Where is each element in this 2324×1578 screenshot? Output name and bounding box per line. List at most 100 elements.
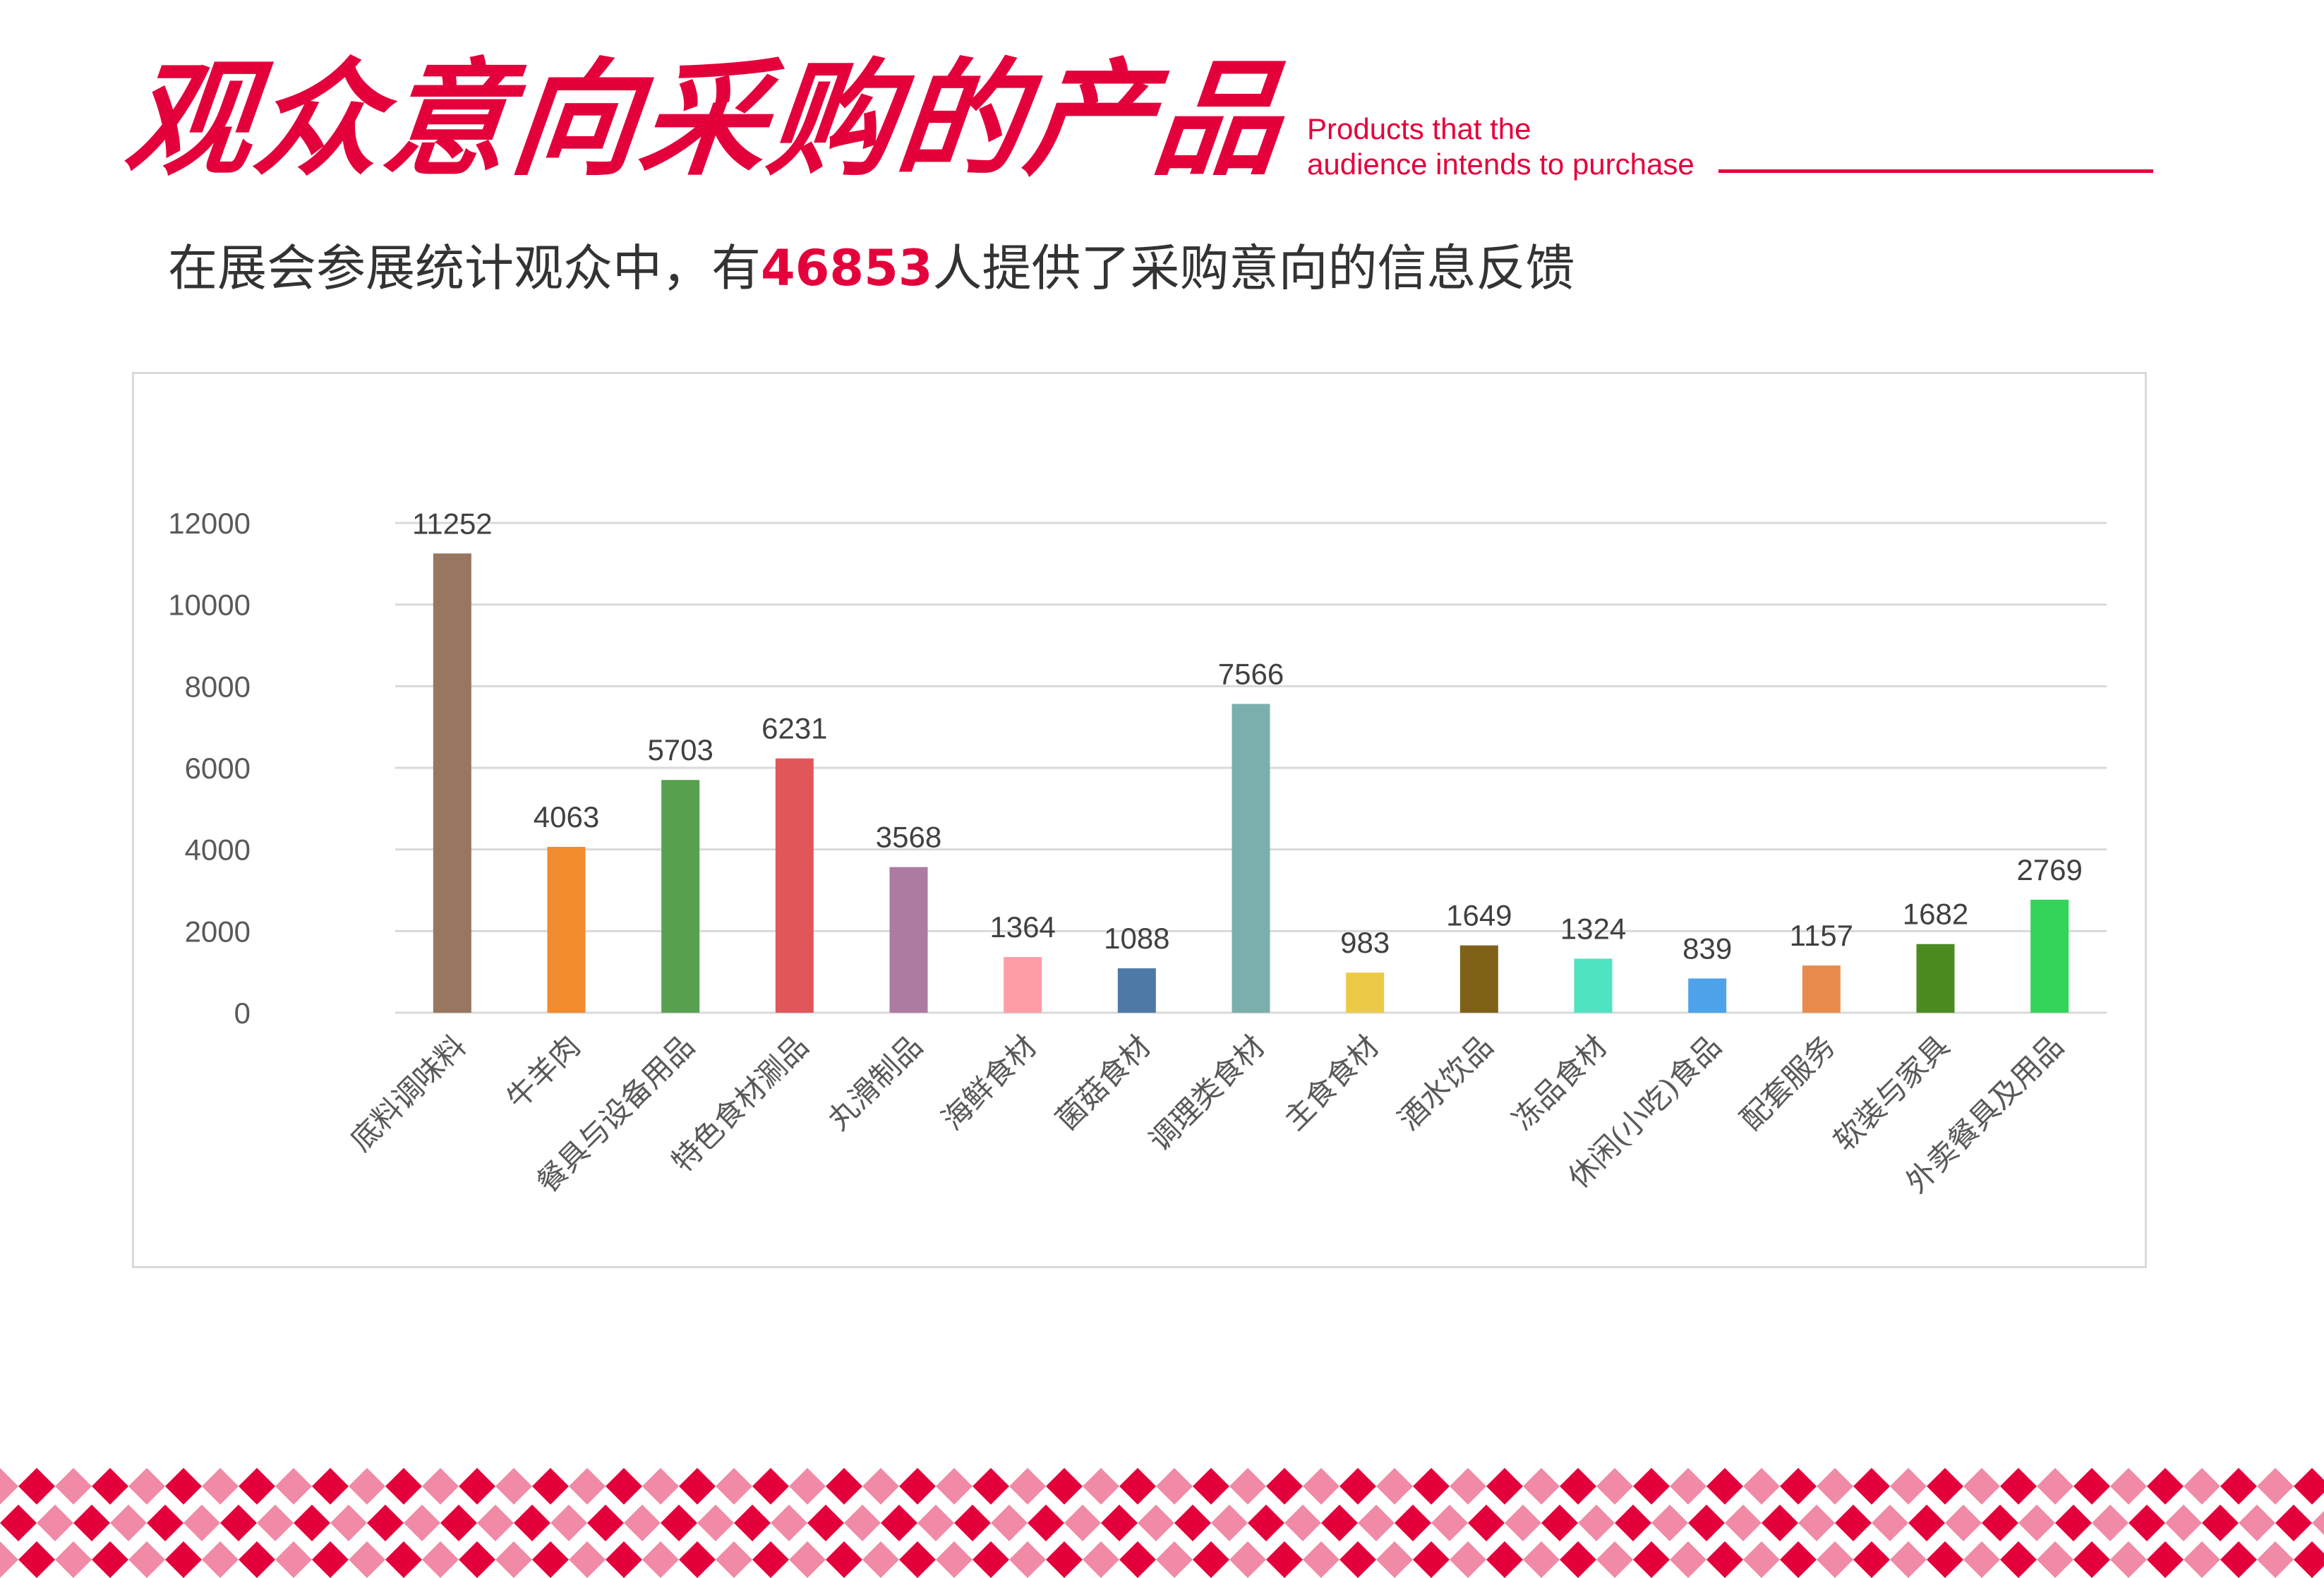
pattern-diamond xyxy=(532,1468,569,1505)
pattern-diamond xyxy=(624,1505,661,1541)
diamond-pattern-band xyxy=(0,1468,2324,1578)
data-label: 11252 xyxy=(412,507,493,540)
pattern-diamond xyxy=(1174,1505,1211,1541)
pattern-diamond xyxy=(202,1468,239,1505)
pattern-diamond xyxy=(385,1541,422,1578)
pattern-diamond xyxy=(1945,1505,1982,1541)
pattern-diamond xyxy=(1615,1505,1651,1541)
pattern-diamond xyxy=(294,1505,330,1541)
pattern-diamond xyxy=(1064,1505,1101,1541)
y-tick-label: 8000 xyxy=(185,670,251,703)
data-label: 6231 xyxy=(761,712,827,745)
pattern-diamond xyxy=(514,1505,550,1541)
pattern-diamond xyxy=(679,1541,716,1578)
data-label: 3568 xyxy=(876,821,941,854)
pattern-diamond xyxy=(679,1468,716,1505)
bar xyxy=(1802,965,1841,1013)
pattern-diamond xyxy=(550,1505,587,1541)
pattern-diamond xyxy=(2220,1468,2257,1505)
pattern-diamond xyxy=(606,1468,642,1505)
pattern-diamond xyxy=(128,1541,165,1578)
y-tick-label: 12000 xyxy=(168,507,251,540)
pattern-diamond xyxy=(1725,1505,1762,1541)
bar xyxy=(1916,944,1955,1013)
pattern-diamond xyxy=(1450,1541,1486,1578)
pattern-diamond xyxy=(973,1541,1009,1578)
pattern-diamond xyxy=(569,1468,606,1505)
pattern-diamond xyxy=(1138,1505,1174,1541)
pattern-diamond xyxy=(1450,1468,1486,1505)
pattern-diamond xyxy=(789,1468,826,1505)
pattern-diamond xyxy=(862,1541,899,1578)
x-category-label: 主食食材 xyxy=(1277,1028,1385,1136)
pattern-diamond xyxy=(1963,1541,2000,1578)
pattern-diamond xyxy=(917,1505,954,1541)
pattern-diamond xyxy=(1229,1541,1266,1578)
pattern-diamond xyxy=(440,1505,477,1541)
summary-count: 46853 xyxy=(761,239,933,297)
pattern-diamond xyxy=(1853,1468,1890,1505)
pattern-diamond xyxy=(899,1468,936,1505)
pattern-diamond xyxy=(495,1468,532,1505)
pattern-diamond xyxy=(18,1541,55,1578)
pattern-diamond xyxy=(734,1505,771,1541)
pattern-diamond xyxy=(2239,1505,2275,1541)
pattern-diamond xyxy=(2110,1468,2147,1505)
pattern-diamond xyxy=(1780,1468,1817,1505)
pattern-diamond xyxy=(569,1541,606,1578)
pattern-diamond xyxy=(1670,1468,1706,1505)
pattern-diamond xyxy=(532,1541,569,1578)
pattern-diamond xyxy=(2202,1505,2239,1541)
y-tick-label: 10000 xyxy=(168,589,251,622)
pattern-diamond xyxy=(1890,1468,1927,1505)
data-label: 5703 xyxy=(647,733,713,766)
pattern-diamond xyxy=(1046,1541,1083,1578)
bar xyxy=(1459,945,1498,1013)
data-label: 1324 xyxy=(1560,912,1626,945)
pattern-diamond xyxy=(2110,1541,2147,1578)
pattern-diamond xyxy=(1303,1541,1339,1578)
pattern-diamond xyxy=(1229,1468,1266,1505)
pattern-diamond xyxy=(1431,1505,1468,1541)
pattern-diamond xyxy=(752,1541,789,1578)
pattern-diamond xyxy=(495,1541,532,1578)
bar xyxy=(1688,978,1727,1013)
pattern-diamond xyxy=(862,1468,899,1505)
pattern-diamond xyxy=(1156,1468,1193,1505)
pattern-diamond xyxy=(220,1505,257,1541)
pattern-diamond xyxy=(1266,1468,1303,1505)
pattern-diamond xyxy=(55,1541,92,1578)
pattern-diamond xyxy=(312,1468,349,1505)
pattern-diamond xyxy=(2184,1541,2220,1578)
pattern-diamond xyxy=(239,1468,275,1505)
pattern-diamond xyxy=(752,1468,789,1505)
pattern-diamond xyxy=(1358,1505,1395,1541)
bar xyxy=(547,847,586,1013)
data-label: 1649 xyxy=(1446,899,1512,932)
pattern-diamond xyxy=(92,1468,128,1505)
pattern-diamond xyxy=(826,1468,862,1505)
pattern-diamond xyxy=(0,1468,18,1505)
data-label: 1682 xyxy=(1903,898,1968,931)
pattern-diamond xyxy=(661,1505,697,1541)
pattern-diamond xyxy=(1083,1468,1119,1505)
pattern-diamond xyxy=(37,1505,73,1541)
pattern-diamond xyxy=(422,1541,459,1578)
pattern-diamond xyxy=(1578,1505,1615,1541)
pattern-diamond xyxy=(165,1541,202,1578)
pattern-diamond xyxy=(1119,1468,1156,1505)
pattern-diamond xyxy=(1817,1541,1853,1578)
page-title: 观众意向采购的产品 xyxy=(119,47,1291,193)
pattern-diamond xyxy=(1193,1468,1229,1505)
chart-container: 0 2000 4000 6000 8000 10000 12000 11252 底料调味料 406… xyxy=(132,372,2147,1268)
pattern-diamond xyxy=(1028,1505,1064,1541)
pattern-diamond xyxy=(881,1505,917,1541)
bar xyxy=(433,553,471,1013)
pattern-diamond xyxy=(1633,1541,1670,1578)
pattern-diamond xyxy=(697,1505,734,1541)
data-label: 1364 xyxy=(989,910,1055,944)
pattern-diamond xyxy=(1101,1505,1138,1541)
pattern-diamond xyxy=(2220,1541,2257,1578)
bar xyxy=(775,758,814,1013)
pattern-diamond xyxy=(1817,1468,1853,1505)
